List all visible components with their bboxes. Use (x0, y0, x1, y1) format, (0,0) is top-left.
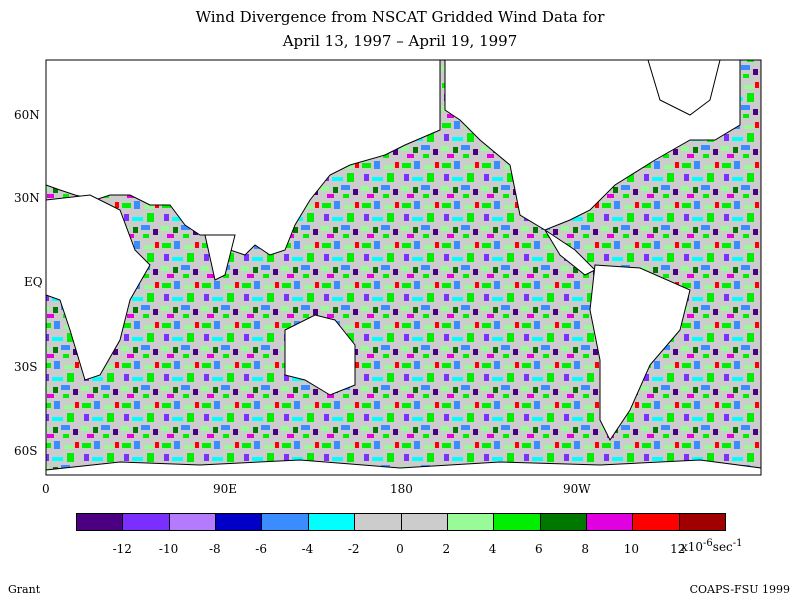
map-date-range: April 13, 1997 – April 19, 1997 (282, 32, 518, 50)
colorbar-tick-label: -2 (347, 542, 360, 556)
colorbar-tick-label: -6 (255, 542, 267, 556)
colorbar-tick-label: 10 (623, 542, 640, 556)
colorbar-cell (308, 514, 356, 530)
map-frame (45, 59, 762, 476)
colorbar-tick-label: 6 (535, 542, 543, 556)
land-masses (45, 59, 762, 476)
colorbar-unit: x10-6sec-1 (681, 538, 743, 554)
lon-label-90e: 90E (213, 482, 237, 496)
lat-label-60n: 60N (14, 108, 40, 122)
unit-exponent-2: -1 (732, 538, 743, 549)
unit-exponent-1: -6 (703, 538, 713, 549)
colorbar-cell (77, 514, 124, 530)
colorbar-cell (216, 514, 263, 530)
colorbar-cell (401, 514, 448, 530)
colorbar-cell (355, 514, 402, 530)
wind-divergence-map: 60N 30N EQ 30S 60S 0 90E 180 90W (14, 59, 762, 496)
colorbar-cell (447, 514, 495, 530)
colorbar-cell (494, 514, 541, 530)
lon-label-0: 0 (42, 482, 50, 496)
lon-label-90w: 90W (563, 482, 591, 496)
colorbar-tick-label: -8 (208, 542, 221, 556)
australia-landmass (284, 314, 356, 396)
india-landmass (204, 234, 236, 281)
lat-label-30s: 30S (14, 360, 38, 374)
map-title: Wind Divergence from NSCAT Gridded Wind … (195, 8, 605, 26)
colorbar-tick-label: 0 (396, 542, 404, 556)
colorbar-cell (169, 514, 217, 530)
lon-label-180: 180 (390, 482, 413, 496)
africa-landmass (45, 194, 151, 381)
colorbar-cell (679, 514, 726, 530)
colorbar-tick-label: 8 (581, 542, 589, 556)
institution-credit: COAPS-FSU 1999 (689, 583, 790, 596)
colorbar-tick-label: -12 (112, 542, 132, 556)
author-credit: Grant (8, 583, 41, 596)
colorbar-tick-label: 12 (670, 542, 686, 556)
lat-label-eq: EQ (24, 275, 43, 289)
colorbar-tick-label: -10 (158, 542, 179, 556)
lat-label-30n: 30N (14, 191, 40, 205)
colorbar-cell (540, 514, 587, 530)
colorbar-tick-label: 2 (442, 542, 451, 556)
colorbar-tick-label: -4 (301, 542, 314, 556)
colorbar-cell (633, 514, 680, 530)
lat-label-60s: 60S (14, 444, 38, 458)
south-america-landmass (589, 264, 691, 441)
colorbar-tick-label: 4 (488, 542, 497, 556)
colorbar (76, 513, 726, 531)
unit-seconds: sec (712, 540, 733, 554)
colorbar-cell (586, 514, 634, 530)
central-america-landmass (544, 229, 596, 276)
unit-prefix: x10 (681, 540, 704, 554)
colorbar-cell (123, 514, 170, 530)
colorbar-cell (262, 514, 309, 530)
